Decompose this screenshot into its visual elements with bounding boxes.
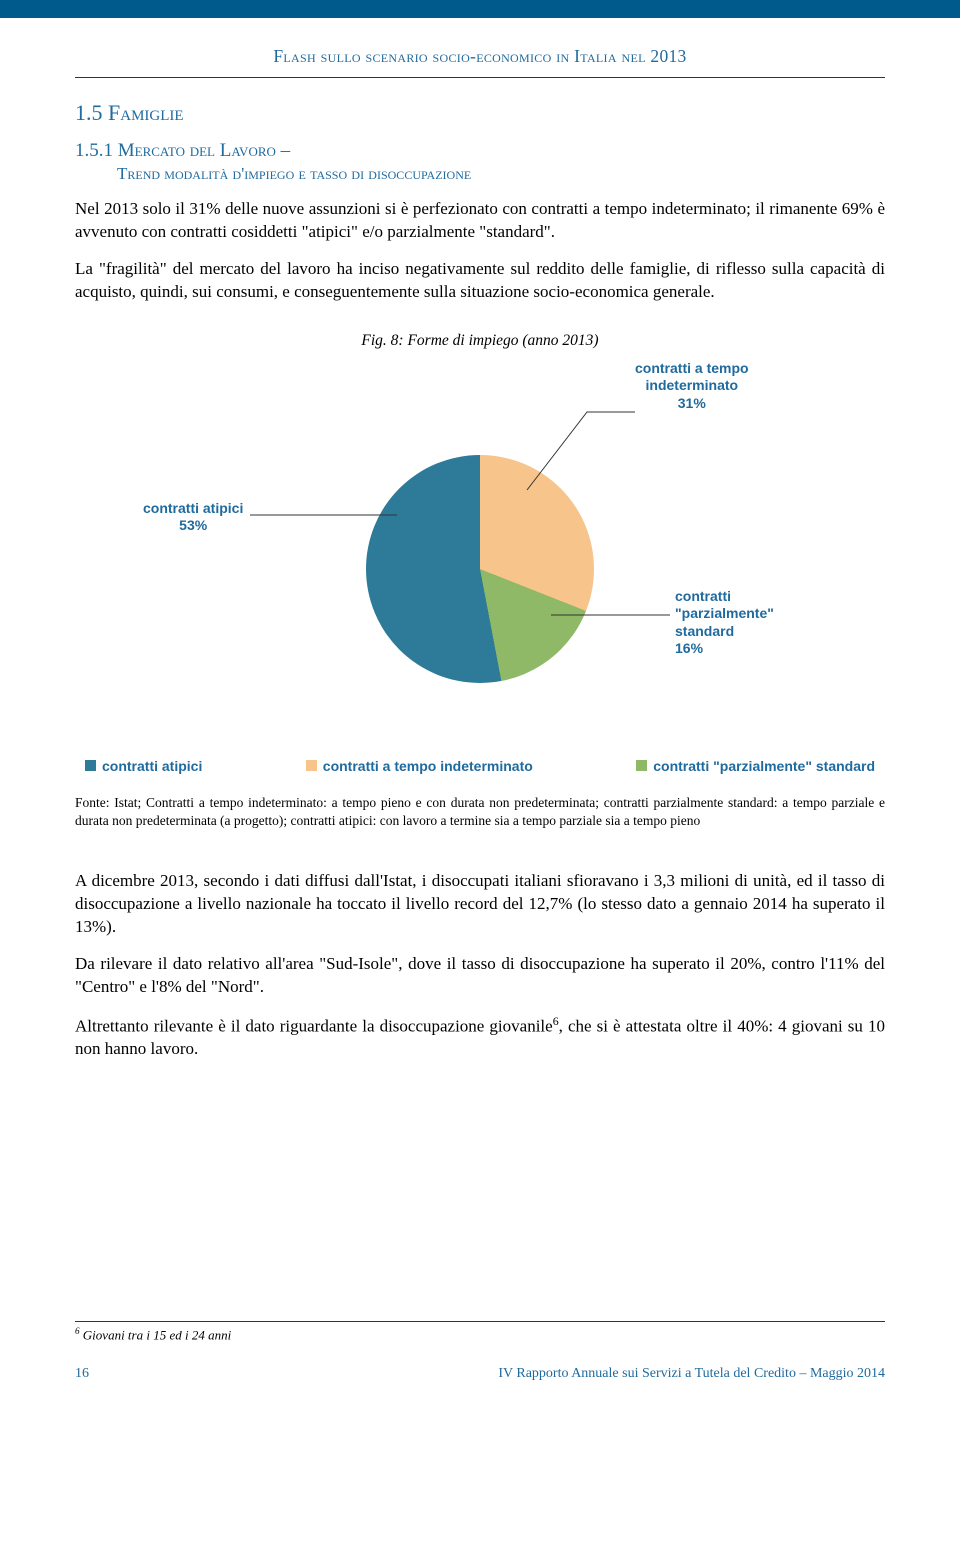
callout-line-text: "parzialmente" [675,605,774,621]
callout-line-text: contratti a tempo [635,360,749,376]
pie-graphic [366,455,594,683]
callout-line-text: 31% [678,395,706,411]
legend-item: contratti atipici [85,758,202,774]
running-header: Flash sullo scenario socio-economico in … [75,46,885,67]
callout-parzialmente: contratti "parzialmente" standard 16% [675,588,774,658]
legend-item: contratti "parzialmente" standard [636,758,875,774]
paragraph-3: A dicembre 2013, secondo i dati diffusi … [75,870,885,939]
legend-item: contratti a tempo indeterminato [306,758,533,774]
paragraph-2: La "fragilità" del mercato del lavoro ha… [75,258,885,304]
section-heading-2: 1.5.1 Mercato del Lavoro – [75,140,885,162]
legend-swatch [306,760,317,771]
callout-line-text: contratti [675,588,731,604]
callout-atipici: contratti atipici 53% [143,500,243,535]
figure-caption: Fig. 8: Forme di impiego (anno 2013) [75,332,885,350]
section-heading-1: 1.5 Famiglie [75,100,885,126]
footnote-divider [75,1321,885,1322]
header-bar [0,0,960,18]
callout-line-text: standard [675,623,734,639]
page-content: Flash sullo scenario socio-economico in … [0,46,960,1412]
pie-wrap [366,455,594,683]
callout-line-text: indeterminato [646,377,739,393]
footnote-num: 6 [75,1326,80,1336]
footer-doc-title: IV Rapporto Annuale sui Servizi a Tutela… [498,1366,885,1382]
pie-chart: contratti a tempo indeterminato 31% cont… [75,360,885,740]
page-number: 16 [75,1366,89,1382]
callout-indeterminato: contratti a tempo indeterminato 31% [635,360,749,413]
chart-legend: contratti atipici contratti a tempo inde… [85,758,875,774]
paragraph-4: Da rilevare il dato relativo all'area "S… [75,953,885,999]
callout-line-text: contratti atipici [143,500,243,516]
section-heading-2-sub: Trend modalità d'impiego e tasso di diso… [117,164,885,184]
paragraph-1: Nel 2013 solo il 31% delle nuove assunzi… [75,198,885,244]
footnote: 6 Giovani tra i 15 ed i 24 anni [75,1326,885,1343]
paragraph-5: Altrettanto rilevante è il dato riguarda… [75,1013,885,1062]
paragraph-5a: Altrettanto rilevante è il dato riguarda… [75,1017,553,1036]
source-note: Fonte: Istat; Contratti a tempo indeterm… [75,794,885,830]
callout-line-text: 16% [675,640,703,656]
page-footer: 16 IV Rapporto Annuale sui Servizi a Tut… [75,1366,885,1382]
header-divider [75,77,885,78]
legend-label: contratti "parzialmente" standard [653,758,875,774]
legend-swatch [636,760,647,771]
legend-swatch [85,760,96,771]
callout-line-text: 53% [179,517,207,533]
footnote-text: Giovani tra i 15 ed i 24 anni [83,1328,231,1343]
legend-label: contratti atipici [102,758,202,774]
legend-label: contratti a tempo indeterminato [323,758,533,774]
